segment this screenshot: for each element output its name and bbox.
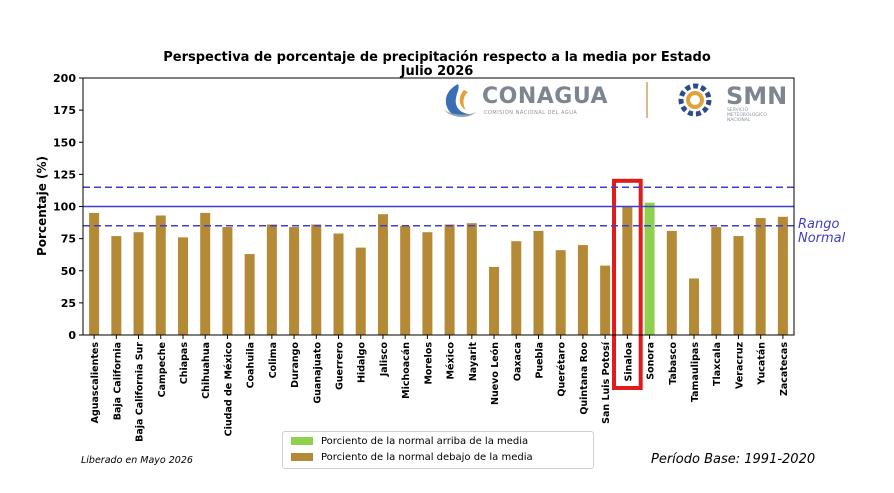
bar xyxy=(244,254,255,335)
y-tick-label: 25 xyxy=(61,297,76,310)
x-tick-label: Morelos xyxy=(423,342,434,385)
normal-range-label-line2: Normal xyxy=(798,231,846,246)
base-period: Período Base: 1991-2020 xyxy=(651,452,816,467)
bar xyxy=(289,227,300,335)
bar xyxy=(533,230,544,335)
legend-label-above: Porciento de la normal arriba de la medi… xyxy=(321,436,529,447)
bar xyxy=(311,224,322,335)
bar xyxy=(689,278,700,335)
bar xyxy=(155,215,166,335)
x-tick-label: Durango xyxy=(290,342,301,388)
plot-frame xyxy=(82,77,795,336)
x-tick-label: Chiapas xyxy=(179,342,190,385)
normal-range-label: Rango Normal xyxy=(798,218,845,246)
bar xyxy=(644,202,655,335)
bar xyxy=(222,227,233,335)
chart-subtitle: Julio 2026 xyxy=(400,64,474,79)
x-tick-label: Guerrero xyxy=(335,342,346,391)
y-tick-label: 150 xyxy=(53,136,76,149)
bar xyxy=(333,233,344,335)
smn-logo-text: SMN xyxy=(726,82,788,110)
x-tick-label: San Luis Potosí xyxy=(601,341,612,424)
x-tick-label: Querétaro xyxy=(557,342,568,397)
x-tick-label: Zacatecas xyxy=(779,342,790,396)
bar xyxy=(422,232,433,335)
x-tick-label: Nayarit xyxy=(468,342,479,382)
x-tick-label: Yucatán xyxy=(757,342,768,386)
x-tick-label: Oaxaca xyxy=(512,342,523,381)
x-tick-label: Tabasco xyxy=(668,342,679,385)
x-tick-label: Coahuila xyxy=(246,342,257,388)
bar xyxy=(777,216,788,335)
x-tick-label: Veracruz xyxy=(734,342,745,389)
y-tick-label: 50 xyxy=(61,265,77,278)
bar xyxy=(111,236,122,335)
bar xyxy=(489,266,500,335)
x-tick-label: Chihuahua xyxy=(201,342,212,399)
smn-logo-icon xyxy=(678,83,712,117)
x-tick-label: Ciudad de México xyxy=(223,342,234,437)
legend-swatch-above xyxy=(291,437,313,445)
y-tick-label: 0 xyxy=(68,329,76,342)
x-tick-label: Sonora xyxy=(646,342,657,380)
bar xyxy=(266,224,277,335)
x-tick-label: Tamaulipas xyxy=(690,342,701,402)
x-tick-label: México xyxy=(446,342,457,380)
release-note: Liberado en Mayo 2026 xyxy=(81,455,193,466)
bar xyxy=(555,250,566,335)
bar xyxy=(466,223,477,335)
bar xyxy=(622,206,633,335)
highlight-box xyxy=(612,178,643,390)
y-tick-label: 125 xyxy=(53,168,76,181)
chart-legend: Porciento de la normal arriba de la medi… xyxy=(282,431,594,469)
y-tick-label: 75 xyxy=(61,233,76,246)
institution-logos: CONAGUA COMISIÓN NACIONAL DEL AGUA SMN S… xyxy=(436,78,796,126)
conagua-logo-subtitle: COMISIÓN NACIONAL DEL AGUA xyxy=(484,110,578,116)
bar xyxy=(755,218,766,335)
x-tick-label: Jalisco xyxy=(379,342,390,378)
legend-label-below: Porciento de la normal debajo de la medi… xyxy=(321,452,533,463)
bar xyxy=(377,214,388,335)
y-tick-label: 175 xyxy=(53,104,76,117)
smn-logo-subtitle: SERVICIO METEOROLÓGICO NACIONAL xyxy=(727,108,767,123)
x-tick-label: Hidalgo xyxy=(357,342,368,383)
bar xyxy=(600,265,611,335)
bar xyxy=(200,212,211,335)
x-tick-label: Sinaloa xyxy=(623,342,634,381)
chart-title: Perspectiva de porcentaje de precipitaci… xyxy=(163,50,711,65)
logo-divider xyxy=(646,82,648,118)
bar xyxy=(444,224,455,335)
x-tick-label: Michoacán xyxy=(401,342,412,399)
conagua-logo-text: CONAGUA xyxy=(482,84,609,109)
x-tick-label: Baja California xyxy=(112,342,123,420)
bar xyxy=(666,230,677,335)
bar xyxy=(711,227,722,335)
legend-item-below: Porciento de la normal debajo de la medi… xyxy=(291,451,533,465)
x-tick-label: Campeche xyxy=(157,342,168,397)
x-tick-label: Nuevo León xyxy=(490,342,501,405)
bar xyxy=(733,236,744,335)
conagua-logo-icon xyxy=(444,84,476,118)
x-tick-label: Colima xyxy=(268,342,279,378)
legend-item-above: Porciento de la normal arriba de la medi… xyxy=(291,435,528,449)
y-tick-label: 200 xyxy=(53,72,76,85)
legend-swatch-below xyxy=(291,453,313,461)
y-tick-label: 100 xyxy=(53,201,76,214)
x-tick-label: Guanajuato xyxy=(312,342,323,404)
bar xyxy=(511,241,522,335)
y-axis-label: Porcentaje (%) xyxy=(35,156,49,256)
x-tick-label: Tlaxcala xyxy=(712,342,723,386)
bar xyxy=(89,212,100,335)
x-tick-label: Aguascalientes xyxy=(90,342,101,424)
x-tick-label: Puebla xyxy=(534,342,545,379)
bar xyxy=(177,237,188,335)
bar xyxy=(577,245,588,335)
bar xyxy=(400,225,411,335)
normal-range-label-line1: Rango xyxy=(798,217,840,232)
bar xyxy=(133,232,144,335)
x-tick-label: Baja California Sur xyxy=(135,342,146,442)
bar xyxy=(355,247,366,335)
x-tick-label: Quintana Roo xyxy=(579,342,590,415)
